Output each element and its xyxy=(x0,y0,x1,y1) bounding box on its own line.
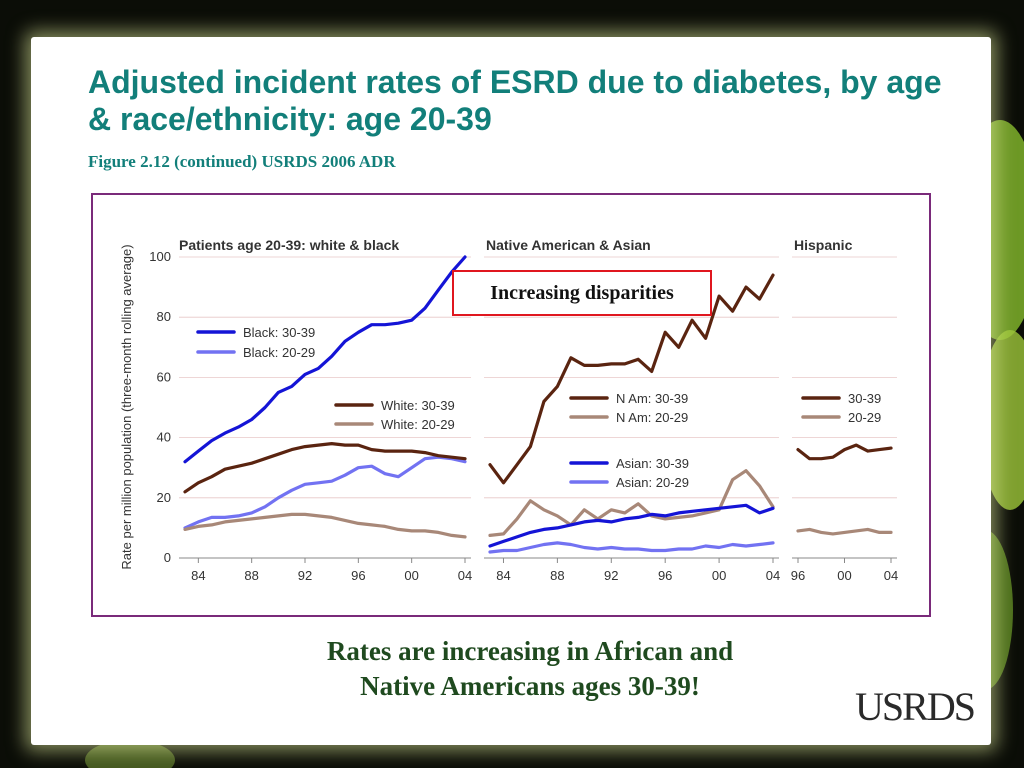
y-axis: Rate per million population (three-month… xyxy=(119,244,134,569)
x-tick-label: 00 xyxy=(404,568,418,583)
series-line xyxy=(488,503,775,548)
legend-label: White: 20-29 xyxy=(381,417,455,432)
legend-label: Asian: 20-29 xyxy=(616,475,689,490)
legend-label: N Am: 30-39 xyxy=(616,391,688,406)
x-tick-label: 92 xyxy=(298,568,312,583)
series-line xyxy=(488,469,775,537)
legend-label: Black: 30-39 xyxy=(243,325,315,340)
chart-panel-2: Native American & Asian 84 88 92 96 00 04 xyxy=(486,237,780,583)
y-axis-label: Rate per million population (three-month… xyxy=(119,244,134,569)
x-tick-label: 04 xyxy=(884,568,898,583)
chart-panels: Patients age 20-39: white & black 84 88 92 9… xyxy=(179,237,898,583)
gridlines: 0 20 40 60 80 100 xyxy=(149,249,897,565)
legend-label: 20-29 xyxy=(848,410,881,425)
conclusion-line-1: Rates are increasing in African and xyxy=(326,636,734,666)
x-tick-label: 96 xyxy=(791,568,805,583)
x-tick-label: 96 xyxy=(351,568,365,583)
series-line xyxy=(183,512,467,539)
legend-label: White: 30-39 xyxy=(381,398,455,413)
series-line xyxy=(488,273,775,485)
x-tick-label: 92 xyxy=(604,568,618,583)
x-tick-label: 88 xyxy=(550,568,564,583)
panel-title: Patients age 20-39: white & black xyxy=(179,237,399,253)
chart-panel-1: Patients age 20-39: white & black 84 88 92 9… xyxy=(179,237,472,583)
legend-label: N Am: 20-29 xyxy=(616,410,688,425)
chart-legends: Black: 30-39 Black: 20-29 White: 30-39 Whit… xyxy=(196,325,881,490)
series-line xyxy=(488,541,775,554)
x-tick-label: 96 xyxy=(658,568,672,583)
x-tick-label: 00 xyxy=(712,568,726,583)
y-tick-label: 60 xyxy=(157,369,171,384)
x-tick-label: 04 xyxy=(766,568,780,583)
figure-frame xyxy=(91,193,931,617)
legend-label: Black: 20-29 xyxy=(243,345,315,360)
y-tick-label: 100 xyxy=(149,249,171,264)
x-tick-label: 04 xyxy=(458,568,472,583)
chart-panel-3: Hispanic 96 00 04 xyxy=(791,237,898,583)
conclusion-line-2: Native Americans ages 30-39! xyxy=(360,671,700,701)
panel-title: Hispanic xyxy=(794,237,853,253)
x-tick-label: 84 xyxy=(496,568,510,583)
panel-title: Native American & Asian xyxy=(486,237,651,253)
y-tick-label: 80 xyxy=(157,309,171,324)
conclusion-text: Rates are increasing in African and Nati… xyxy=(230,634,830,704)
x-tick-label: 00 xyxy=(837,568,851,583)
y-tick-label: 20 xyxy=(157,490,171,505)
y-tick-label: 0 xyxy=(164,550,171,565)
series-line xyxy=(183,455,467,530)
increasing-disparities-callout: Increasing disparities xyxy=(452,270,712,316)
leaf-decoration xyxy=(85,740,175,768)
legend-label: Asian: 30-39 xyxy=(616,456,689,471)
x-tick-label: 84 xyxy=(191,568,205,583)
slide-title: Adjusted incident rates of ESRD due to d… xyxy=(88,64,942,137)
series-line xyxy=(183,255,467,464)
leaf-decoration xyxy=(980,330,1024,510)
slide-subtitle: Figure 2.12 (continued) USRDS 2006 ADR xyxy=(88,152,396,171)
x-tick-label: 88 xyxy=(244,568,258,583)
series-line xyxy=(183,442,467,494)
usrds-logo: USRDS xyxy=(855,684,976,729)
y-tick-label: 40 xyxy=(157,430,171,445)
legend-label: 30-39 xyxy=(848,391,881,406)
esrd-chart: 0 20 40 60 80 100 Rate per million population… xyxy=(119,237,898,583)
series-line xyxy=(796,527,893,536)
series-line xyxy=(796,443,893,461)
